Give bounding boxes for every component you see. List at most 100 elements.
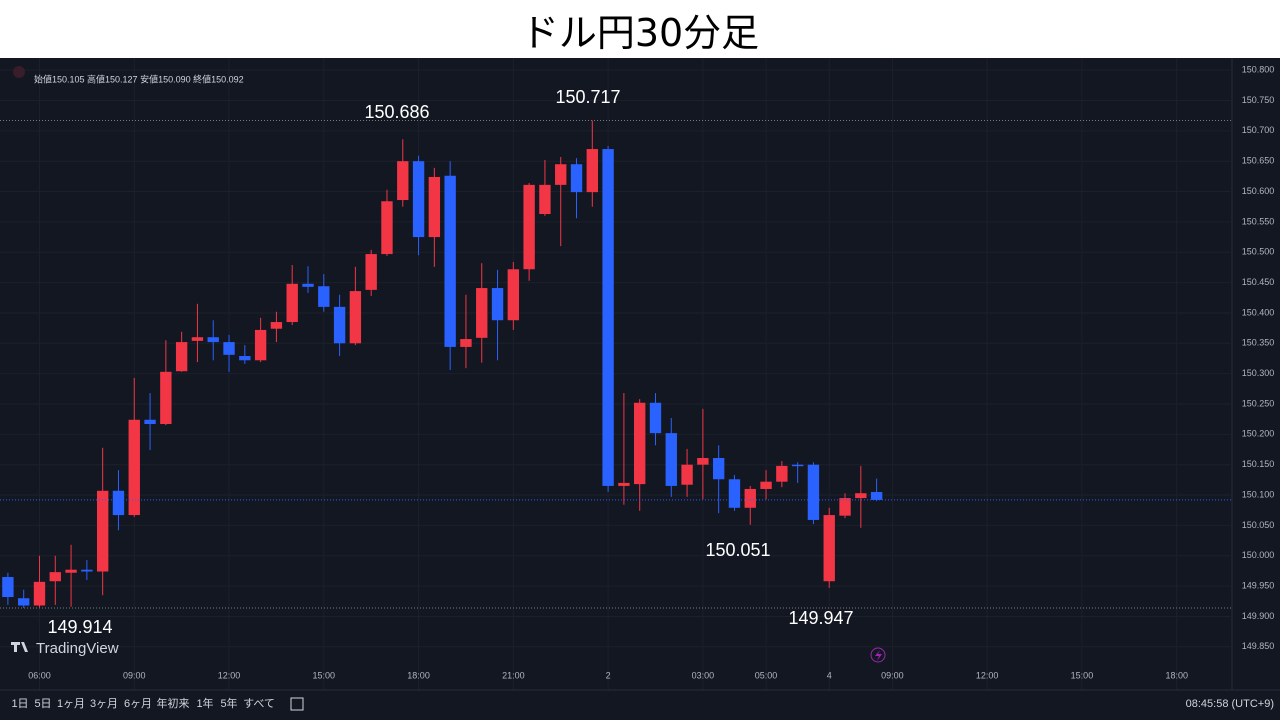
- y-tick-label: 150.550: [1242, 216, 1275, 226]
- range-button[interactable]: 1日: [11, 698, 28, 710]
- annotation: 150.051: [705, 540, 770, 560]
- candle-body: [128, 419, 140, 516]
- candle-body: [175, 342, 188, 372]
- logo-text: TradingView: [36, 640, 119, 657]
- clock: 08:45:58 (UTC+9): [1186, 698, 1274, 710]
- candle-body: [697, 458, 709, 465]
- alert-icon[interactable]: [870, 647, 886, 663]
- candle-body: [65, 569, 77, 573]
- candle-body: [491, 288, 504, 321]
- candle-body: [49, 572, 61, 582]
- logo-icon: [11, 642, 28, 652]
- candle-body: [728, 479, 741, 508]
- range-button[interactable]: 1ヶ月: [57, 698, 85, 710]
- toolbar: 1日 5日 1ヶ月 3ヶ月 6ヶ月 年初来 1年 5年 すべて 08:45:58 (UTC+9): [11, 696, 1274, 711]
- candle-body: [160, 371, 172, 425]
- candle-body: [428, 176, 441, 238]
- candle-body: [286, 283, 298, 323]
- chart-background: [0, 58, 1280, 720]
- candle-body: [839, 498, 851, 516]
- x-tick-label: 09:00: [881, 670, 904, 680]
- x-tick-label: 09:00: [123, 670, 146, 680]
- candle-body: [460, 339, 472, 347]
- candle-body: [665, 433, 677, 486]
- range-button[interactable]: 5日: [34, 698, 51, 710]
- y-tick-label: 150.250: [1242, 398, 1275, 408]
- y-tick-label: 150.100: [1242, 489, 1275, 499]
- candle-body: [191, 337, 204, 341]
- candle-body: [223, 342, 235, 355]
- x-tick-label: 2: [606, 670, 611, 680]
- x-tick-label: 05:00: [755, 670, 778, 680]
- candle-body: [570, 164, 583, 193]
- x-tick-label: 18:00: [407, 670, 430, 680]
- range-button[interactable]: すべて: [243, 697, 275, 710]
- candle-body: [270, 322, 283, 329]
- candle-body: [618, 482, 630, 486]
- range-button[interactable]: 5年: [220, 696, 237, 710]
- candle-body: [744, 488, 756, 508]
- y-tick-label: 150.450: [1242, 277, 1275, 287]
- candle-body: [349, 291, 362, 344]
- annotation: 149.947: [788, 608, 853, 628]
- y-tick-label: 150.400: [1242, 307, 1275, 317]
- candle-body: [333, 306, 346, 344]
- candle-body: [18, 598, 30, 606]
- candle-body: [33, 581, 46, 606]
- candle-body: [791, 464, 804, 467]
- annotation: 150.717: [555, 87, 620, 107]
- range-button[interactable]: 1年: [196, 696, 213, 710]
- date-range-icon[interactable]: [290, 697, 304, 711]
- x-tick-label: 12:00: [218, 670, 241, 680]
- candle-body: [96, 490, 109, 572]
- candle-body: [634, 402, 646, 485]
- chart: 始値150.105 高値150.127 安値150.090 終値150.092 …: [0, 58, 1280, 720]
- y-tick-label: 149.900: [1242, 611, 1275, 621]
- candle-body: [823, 515, 835, 582]
- candle-body: [586, 149, 598, 193]
- x-tick-label: 21:00: [502, 670, 525, 680]
- candle-body: [760, 481, 772, 489]
- x-tick-label: 15:00: [1071, 670, 1094, 680]
- candle-body: [81, 569, 93, 572]
- candle-body: [302, 283, 314, 287]
- alert-icon-bolt: [875, 650, 882, 661]
- candle-body: [318, 286, 330, 307]
- range-button[interactable]: 年初来: [157, 696, 190, 710]
- y-tick-label: 150.300: [1242, 368, 1275, 378]
- y-tick-label: 150.700: [1242, 125, 1275, 135]
- x-tick-label: 4: [827, 670, 832, 680]
- x-tick-label: 15:00: [313, 670, 336, 680]
- x-tick-label: 06:00: [28, 670, 51, 680]
- candle-body: [207, 337, 219, 343]
- range-button[interactable]: 3ヶ月: [90, 698, 118, 710]
- range-button[interactable]: 6ヶ月: [124, 698, 152, 710]
- candle-body: [476, 288, 488, 338]
- candle-body: [602, 149, 614, 486]
- candle-body: [112, 490, 125, 516]
- candle-body: [412, 161, 425, 238]
- y-tick-label: 149.850: [1242, 641, 1275, 651]
- annotation: 150.686: [364, 102, 429, 122]
- candle-body: [2, 576, 14, 598]
- candle-body: [681, 464, 693, 485]
- y-tick-label: 149.950: [1242, 580, 1275, 590]
- annotation: 149.914: [47, 617, 112, 637]
- y-tick-label: 150.050: [1242, 520, 1275, 530]
- candle-body: [507, 269, 520, 321]
- candle-body: [381, 201, 393, 255]
- candle-body: [444, 175, 456, 347]
- candle-body: [397, 161, 409, 201]
- menu-icon[interactable]: [13, 66, 25, 78]
- x-tick-label: 03:00: [692, 670, 715, 680]
- x-tick-label: 12:00: [976, 670, 999, 680]
- candle-body: [649, 402, 662, 434]
- candle-body: [539, 184, 551, 214]
- y-tick-label: 150.750: [1242, 95, 1275, 105]
- candle-body: [807, 464, 820, 520]
- x-tick-label: 18:00: [1165, 670, 1188, 680]
- candle-body: [555, 164, 567, 185]
- candle-body: [239, 356, 251, 361]
- y-tick-label: 150.000: [1242, 550, 1275, 560]
